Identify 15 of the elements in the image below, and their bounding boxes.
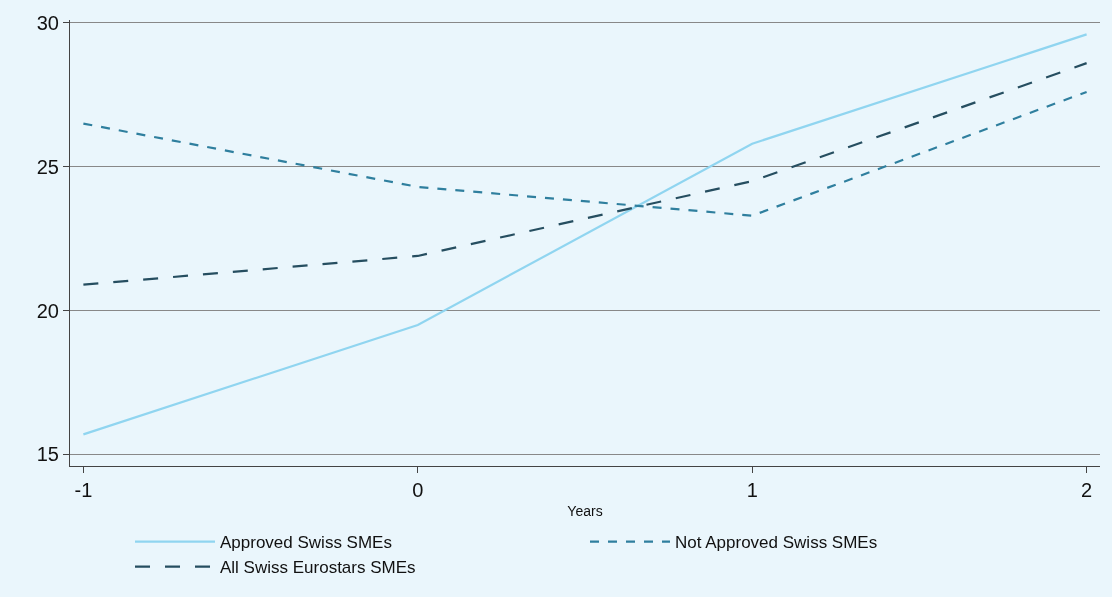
line-series <box>82 90 1088 217</box>
legend-label: Approved Swiss SMEs <box>220 533 392 553</box>
x-tick-label: 1 <box>746 479 758 501</box>
y-tick-label: 20 <box>36 299 59 322</box>
y-tick-label: 25 <box>36 155 59 178</box>
x-tick-label: -1 <box>74 479 93 501</box>
y-tick-label: 30 <box>36 11 59 34</box>
x-axis-title: Years <box>567 503 603 520</box>
line-series <box>82 62 1088 286</box>
x-tick-label: 2 <box>1081 479 1093 501</box>
legend-label: Not Approved Swiss SMEs <box>675 533 878 553</box>
y-tick-label: 15 <box>36 443 59 466</box>
x-tick-label: 0 <box>412 479 424 501</box>
legend-label: All Swiss Eurostars SMEs <box>220 558 416 578</box>
line-series <box>82 33 1088 436</box>
